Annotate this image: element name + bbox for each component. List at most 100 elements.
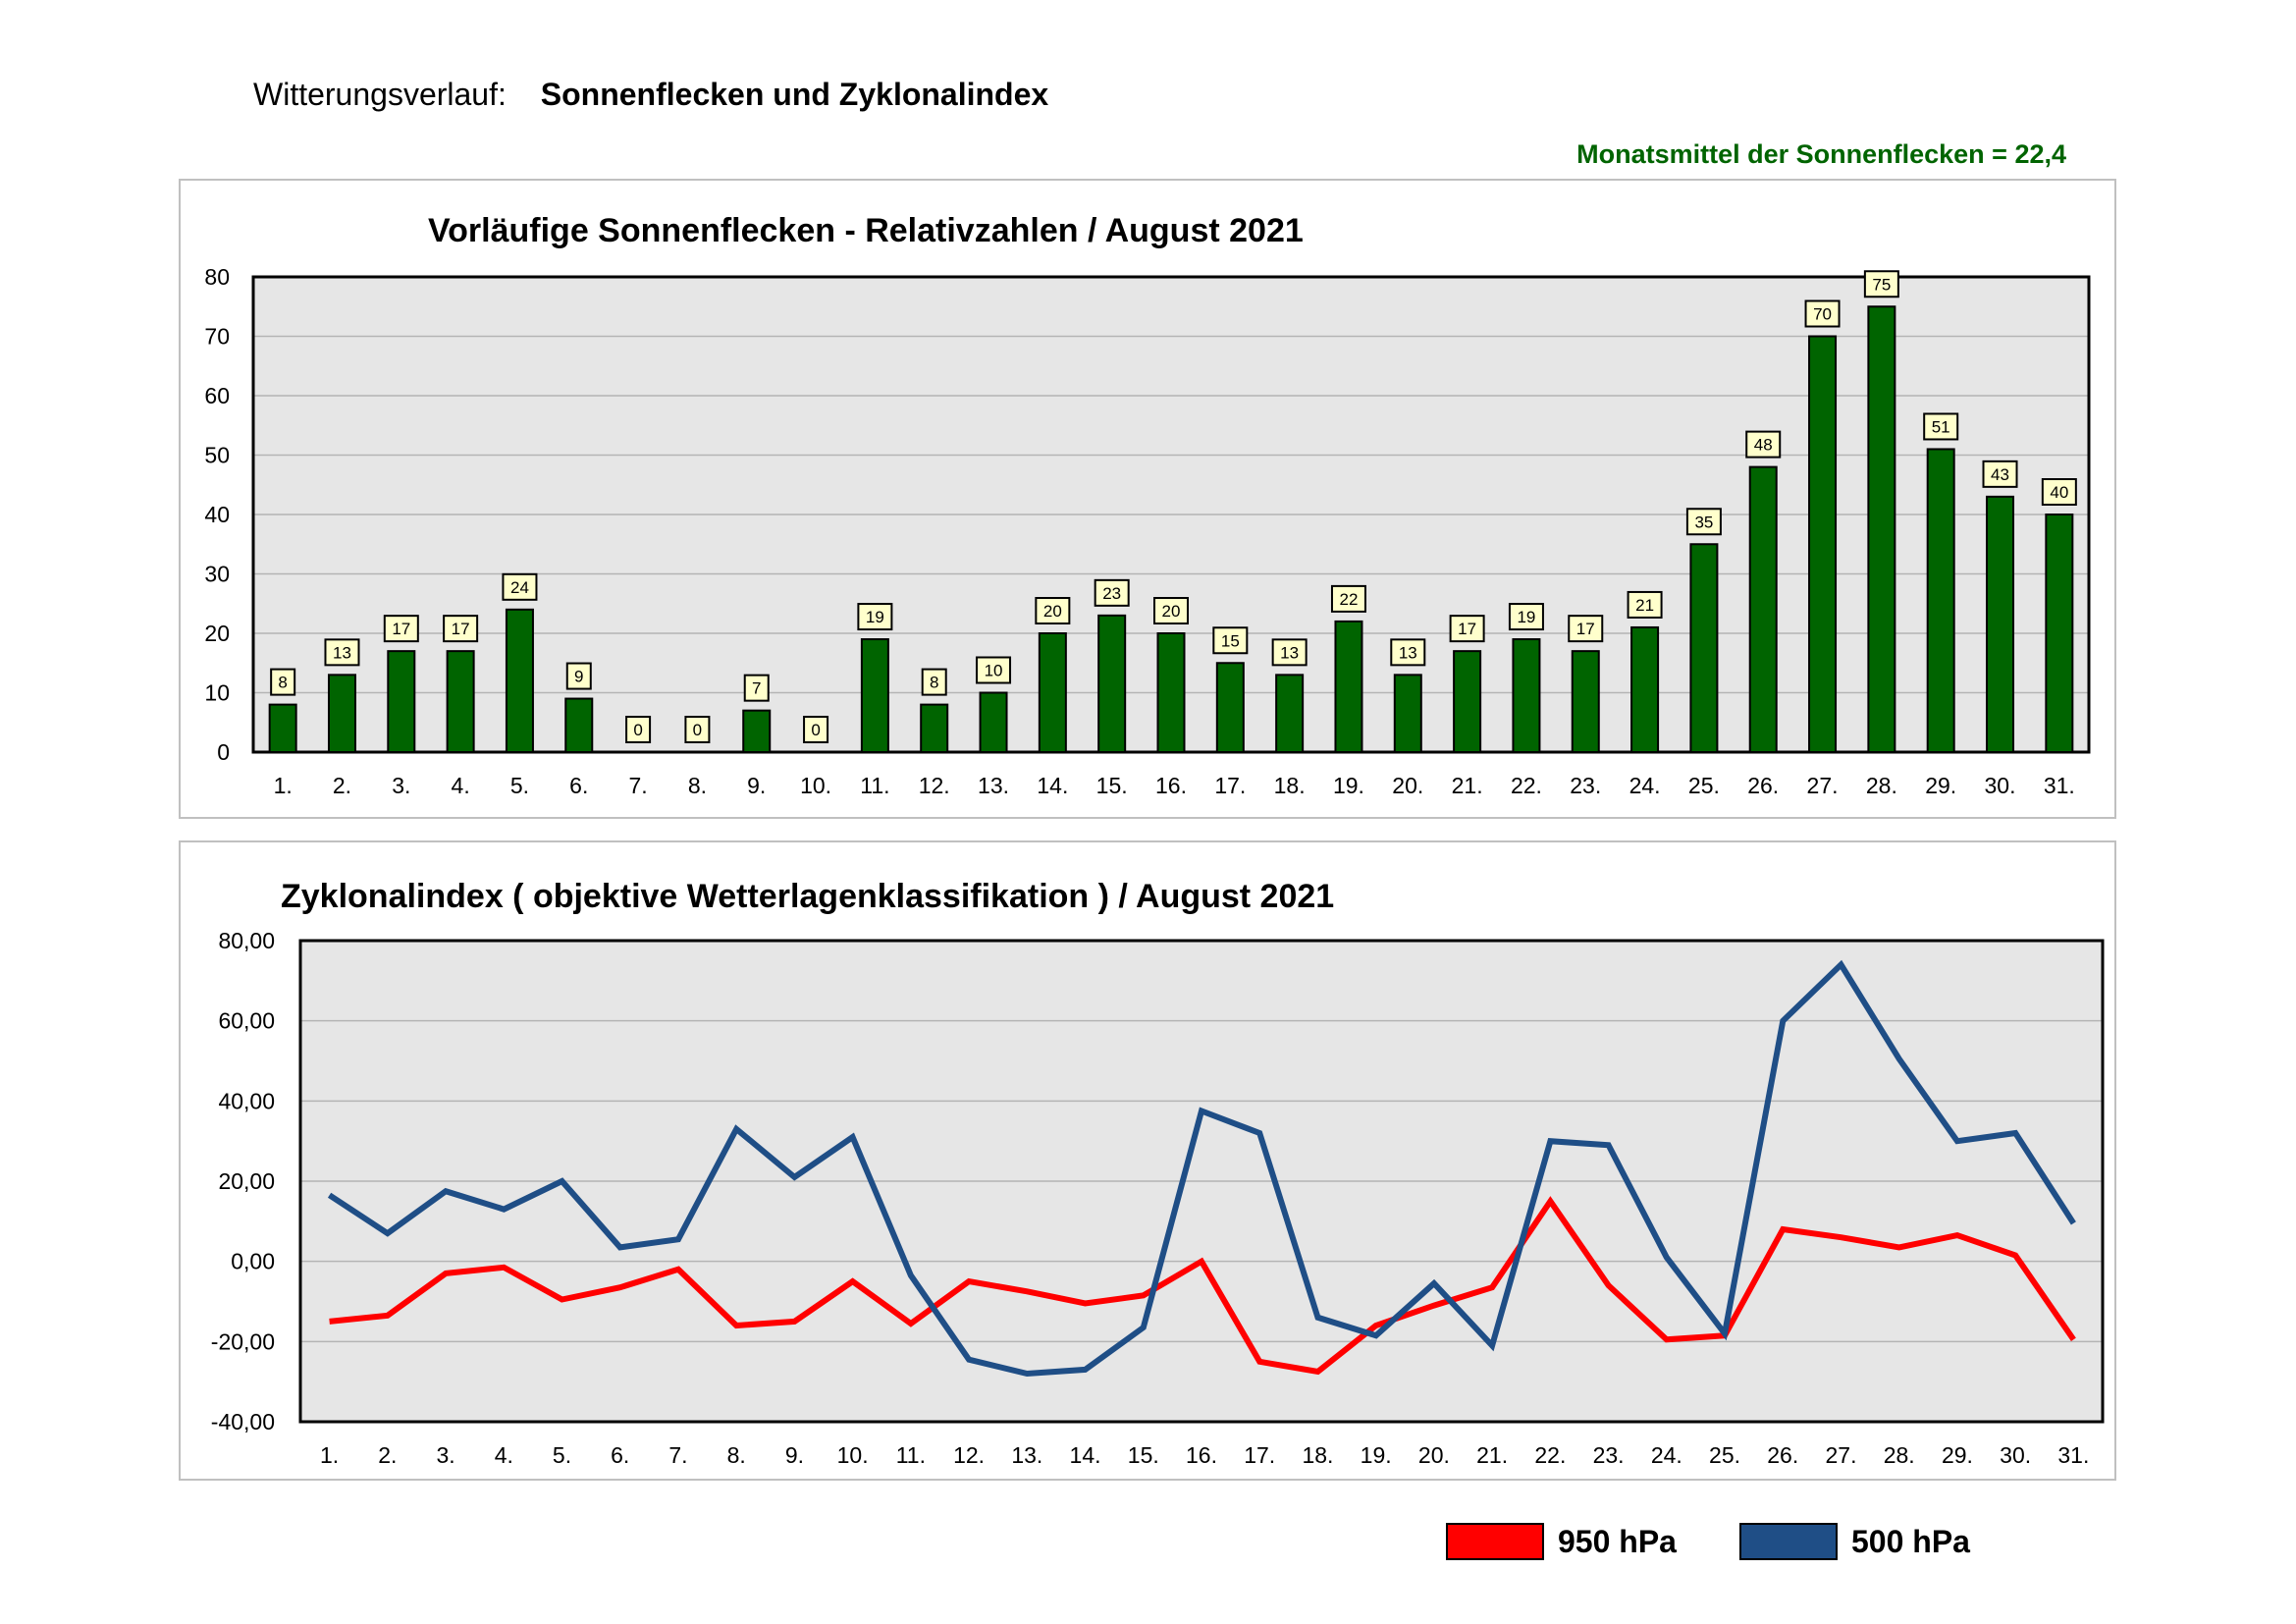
bar bbox=[327, 674, 356, 754]
data-label: 13 bbox=[333, 643, 351, 662]
x-tick-label: 2. bbox=[333, 773, 351, 798]
x-tick-label: 6. bbox=[569, 773, 588, 798]
x-tick-label: 3. bbox=[436, 1442, 454, 1468]
y-tick-label: 30 bbox=[204, 562, 230, 587]
data-label-box bbox=[1035, 597, 1071, 624]
data-label-box bbox=[1271, 638, 1308, 667]
bar bbox=[1453, 650, 1482, 753]
sunspot-chart-panel: Vorläufige Sonnenflecken - Relativzahlen… bbox=[179, 179, 2116, 819]
x-tick-label: 28. bbox=[1884, 1442, 1915, 1468]
bar bbox=[920, 703, 949, 753]
data-label: 17 bbox=[1576, 620, 1595, 638]
x-tick-label: 7. bbox=[668, 1442, 687, 1468]
data-label-box bbox=[921, 668, 947, 696]
chart-title: Vorläufige Sonnenflecken - Relativzahlen… bbox=[428, 212, 1304, 249]
header-title: Sonnenflecken und Zyklonalindex bbox=[540, 77, 1049, 112]
x-tick-label: 13. bbox=[1011, 1442, 1042, 1468]
x-tick-label: 21. bbox=[1476, 1442, 1508, 1468]
y-tick-label: 10 bbox=[204, 680, 230, 706]
x-tick-label: 2. bbox=[378, 1442, 397, 1468]
x-tick-label: 4. bbox=[495, 1442, 513, 1468]
data-label: 35 bbox=[1694, 513, 1713, 531]
data-label-box bbox=[270, 668, 296, 696]
y-tick-label: 60 bbox=[204, 383, 230, 408]
x-tick-label: 16. bbox=[1155, 773, 1187, 798]
y-tick-label: -20,00 bbox=[211, 1328, 275, 1354]
x-tick-label: 8. bbox=[688, 773, 707, 798]
legend-swatch-950 bbox=[1446, 1523, 1544, 1560]
x-tick-label: 28. bbox=[1866, 773, 1897, 798]
header-label: Witterungsverlauf: bbox=[253, 77, 507, 112]
x-tick-label: 7. bbox=[629, 773, 648, 798]
x-tick-label: 15. bbox=[1128, 1442, 1159, 1468]
data-label-box bbox=[2041, 478, 2077, 506]
bar bbox=[268, 703, 297, 753]
legend-item-500: 500 hPa bbox=[1739, 1522, 1970, 1561]
x-tick-label: 14. bbox=[1070, 1442, 1101, 1468]
bar bbox=[742, 709, 772, 754]
x-tick-label: 26. bbox=[1747, 773, 1779, 798]
bar bbox=[446, 650, 475, 753]
data-label-box bbox=[1212, 626, 1249, 655]
data-label-box bbox=[1685, 508, 1722, 536]
x-tick-label: 10. bbox=[800, 773, 831, 798]
bar bbox=[387, 650, 416, 753]
data-label: 51 bbox=[1932, 417, 1950, 436]
x-tick-label: 17. bbox=[1214, 773, 1246, 798]
bar bbox=[1097, 614, 1127, 753]
data-label-box bbox=[803, 716, 829, 743]
bar bbox=[1689, 543, 1719, 753]
x-tick-label: 8. bbox=[727, 1442, 746, 1468]
x-tick-label: 1. bbox=[274, 773, 293, 798]
header: Witterungsverlauf: Sonnenflecken und Zyk… bbox=[253, 77, 1048, 113]
series-line-500 bbox=[327, 959, 2076, 1378]
bar bbox=[1630, 625, 1660, 754]
data-label: 10 bbox=[985, 662, 1003, 680]
x-tick-label: 20. bbox=[1392, 773, 1423, 798]
data-label: 17 bbox=[1458, 620, 1476, 638]
y-tick-label: 40,00 bbox=[218, 1088, 275, 1113]
data-label-box bbox=[625, 716, 652, 743]
bar bbox=[505, 608, 534, 753]
bar bbox=[564, 697, 594, 753]
data-label-box bbox=[1863, 270, 1899, 298]
bar bbox=[1334, 620, 1363, 753]
bar bbox=[1038, 632, 1067, 753]
cyclonal-chart-panel: Zyklonalindex ( objektive Wetterlagenkla… bbox=[179, 840, 2116, 1481]
y-tick-label: 20,00 bbox=[218, 1168, 275, 1194]
bar bbox=[860, 638, 889, 753]
bar bbox=[1986, 495, 2015, 753]
x-tick-label: 26. bbox=[1767, 1442, 1798, 1468]
y-tick-label: 70 bbox=[204, 324, 230, 350]
x-tick-label: 27. bbox=[1825, 1442, 1856, 1468]
data-label-box bbox=[684, 716, 711, 743]
data-label-box bbox=[1449, 615, 1485, 643]
monthly-mean: Monatsmittel der Sonnenflecken = 22,4 bbox=[1576, 139, 2066, 169]
data-label-box bbox=[1982, 460, 2018, 488]
bar bbox=[1808, 335, 1838, 753]
data-label: 40 bbox=[2050, 483, 2068, 502]
series-line-950 bbox=[329, 1196, 2076, 1376]
x-tick-label: 3. bbox=[392, 773, 410, 798]
x-tick-label: 27. bbox=[1807, 773, 1839, 798]
data-label: 0 bbox=[811, 721, 820, 739]
x-tick-label: 19. bbox=[1333, 773, 1364, 798]
bar bbox=[1571, 650, 1600, 753]
x-tick-label: 16. bbox=[1186, 1442, 1217, 1468]
x-tick-label: 9. bbox=[747, 773, 766, 798]
data-label: 0 bbox=[693, 721, 702, 739]
legend-swatch-500 bbox=[1739, 1523, 1838, 1560]
bar bbox=[1393, 674, 1422, 754]
sunspot-chart: Vorläufige Sonnenflecken - Relativzahlen… bbox=[204, 212, 2091, 798]
data-label: 24 bbox=[510, 578, 529, 597]
y-tick-label: 80 bbox=[204, 264, 230, 290]
x-tick-label: 21. bbox=[1452, 773, 1483, 798]
cyclonal-chart: Zyklonalindex ( objektive Wetterlagenkla… bbox=[211, 878, 2105, 1468]
data-label-box bbox=[1390, 638, 1426, 667]
data-label-box bbox=[1804, 299, 1841, 328]
x-tick-label: 23. bbox=[1593, 1442, 1625, 1468]
data-label-box bbox=[1627, 590, 1663, 619]
x-tick-label: 31. bbox=[2057, 1442, 2089, 1468]
data-label-box bbox=[1745, 430, 1782, 459]
data-label: 0 bbox=[633, 721, 642, 739]
